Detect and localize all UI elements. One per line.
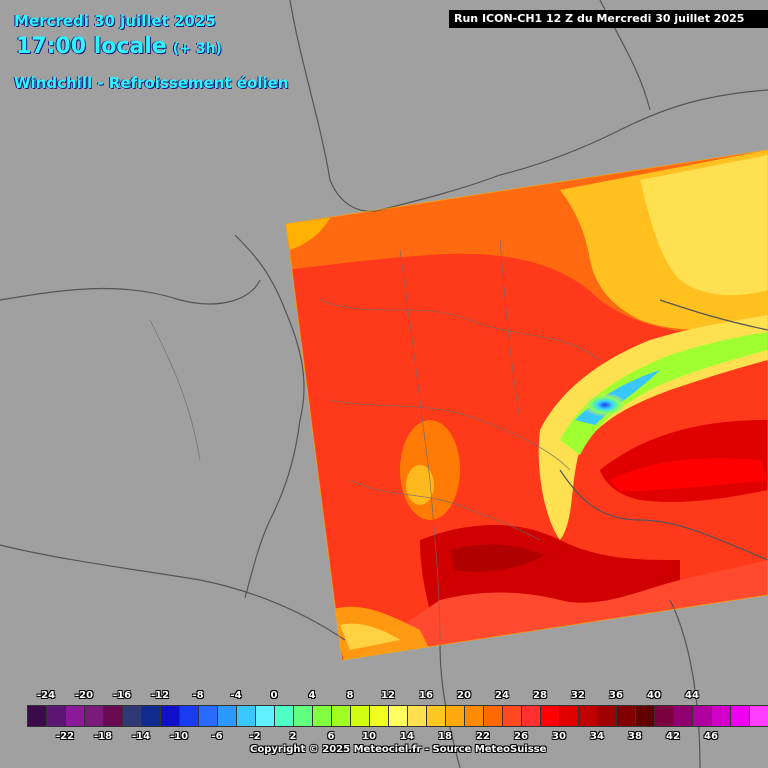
legend-swatch	[655, 706, 674, 726]
legend-tick-bottom: 22	[476, 731, 490, 742]
legend-tick-bottom: 30	[552, 731, 566, 742]
legend-swatch	[522, 706, 541, 726]
legend-tick-top: 16	[419, 690, 433, 701]
legend-swatch	[351, 706, 370, 726]
legend-tick-bottom: -2	[249, 731, 261, 742]
forecast-date: Mercredi 30 juillet 2025	[14, 12, 216, 30]
legend-swatch	[750, 706, 768, 726]
legend-tick-top: 40	[647, 690, 661, 701]
legend-tick-top: 12	[381, 690, 395, 701]
legend-swatch	[142, 706, 161, 726]
legend-tick-bottom: 18	[438, 731, 452, 742]
legend-swatch	[674, 706, 693, 726]
legend-swatch	[408, 706, 427, 726]
legend-swatch	[199, 706, 218, 726]
legend-tick-top: 0	[270, 690, 278, 701]
legend-swatch	[180, 706, 199, 726]
forecast-time: 17:00 locale (+ 3h)	[16, 34, 222, 59]
legend-swatch	[579, 706, 598, 726]
legend-swatch	[85, 706, 104, 726]
legend-tick-bottom: 38	[628, 731, 642, 742]
legend-tick-bottom: 42	[666, 731, 680, 742]
legend-swatch	[237, 706, 256, 726]
legend-swatch	[294, 706, 313, 726]
legend-tick-top: 20	[457, 690, 471, 701]
forecast-time-label: 17:00 locale	[16, 34, 167, 59]
legend-tick-top: 24	[495, 690, 509, 701]
legend-swatch	[693, 706, 712, 726]
legend-tick-top: -4	[230, 690, 242, 701]
legend-tick-top: 32	[571, 690, 585, 701]
run-label: Run ICON-CH1 12 Z du Mercredi 30 juillet…	[449, 10, 768, 28]
legend-swatch	[731, 706, 750, 726]
legend-swatch	[465, 706, 484, 726]
legend-tick-bottom: -6	[211, 731, 223, 742]
legend-swatch	[427, 706, 446, 726]
legend-swatch	[332, 706, 351, 726]
legend-swatch	[28, 706, 47, 726]
legend-swatch	[636, 706, 655, 726]
legend-tick-top: -24	[36, 690, 56, 701]
legend-tick-top: -8	[192, 690, 204, 701]
variable-title: Windchill - Refroissement éolien	[14, 74, 289, 92]
legend-swatch	[598, 706, 617, 726]
legend-swatch	[541, 706, 560, 726]
legend-tick-bottom: 14	[400, 731, 414, 742]
windchill-field	[286, 150, 768, 660]
legend-tick-top: 8	[346, 690, 354, 701]
legend-swatch	[617, 706, 636, 726]
legend-tick-bottom: -18	[93, 731, 113, 742]
legend-tick-bottom: 26	[514, 731, 528, 742]
legend-tick-bottom: 34	[590, 731, 604, 742]
legend-tick-top: 36	[609, 690, 623, 701]
copyright: Copyright © 2025 Meteociel.fr - Source M…	[250, 744, 547, 755]
legend-tick-top: -20	[74, 690, 94, 701]
legend-swatch	[313, 706, 332, 726]
legend-swatch	[275, 706, 294, 726]
legend-swatch	[446, 706, 465, 726]
legend-swatch	[370, 706, 389, 726]
legend-swatch	[123, 706, 142, 726]
legend-tick-bottom: 46	[704, 731, 718, 742]
legend-tick-bottom: -10	[169, 731, 189, 742]
legend-tick-top: 4	[308, 690, 316, 701]
legend-tick-top: 28	[533, 690, 547, 701]
legend-swatch	[218, 706, 237, 726]
legend-swatch	[712, 706, 731, 726]
legend-swatch	[389, 706, 408, 726]
legend-swatch	[256, 706, 275, 726]
legend-swatch	[66, 706, 85, 726]
legend-tick-bottom: 6	[327, 731, 335, 742]
forecast-offset: (+ 3h)	[172, 41, 222, 57]
legend-tick-top: -16	[112, 690, 132, 701]
legend-tick-bottom: -14	[131, 731, 151, 742]
legend-swatch	[503, 706, 522, 726]
region-borders	[149, 239, 601, 641]
model-domain-outline	[285, 149, 768, 661]
legend-tick-top: -12	[150, 690, 170, 701]
legend-swatch	[484, 706, 503, 726]
legend-swatch	[560, 706, 579, 726]
legend-tick-bottom: -22	[55, 731, 75, 742]
legend-tick-top: 44	[685, 690, 699, 701]
legend-swatch	[47, 706, 66, 726]
color-legend	[27, 705, 768, 727]
legend-swatch	[161, 706, 180, 726]
legend-swatch	[104, 706, 123, 726]
legend-tick-bottom: 10	[362, 731, 376, 742]
legend-tick-bottom: 2	[289, 731, 297, 742]
